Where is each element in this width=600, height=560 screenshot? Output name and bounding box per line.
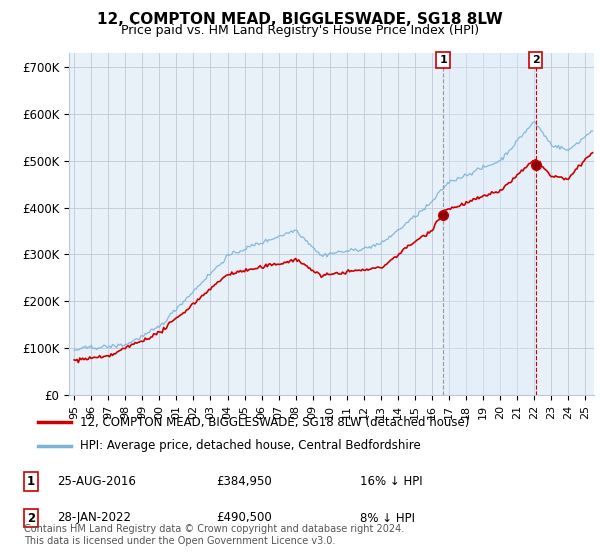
Text: HPI: Average price, detached house, Central Bedfordshire: HPI: Average price, detached house, Cent… xyxy=(80,440,421,452)
Text: 28-JAN-2022: 28-JAN-2022 xyxy=(57,511,131,525)
Bar xyxy=(443,53,536,395)
Text: 16% ↓ HPI: 16% ↓ HPI xyxy=(360,475,422,488)
Text: 1: 1 xyxy=(27,475,35,488)
Text: 2: 2 xyxy=(27,511,35,525)
Text: 12, COMPTON MEAD, BIGGLESWADE, SG18 8LW: 12, COMPTON MEAD, BIGGLESWADE, SG18 8LW xyxy=(97,12,503,27)
Text: 8% ↓ HPI: 8% ↓ HPI xyxy=(360,511,415,525)
Text: £490,500: £490,500 xyxy=(216,511,272,525)
Text: 2: 2 xyxy=(532,55,539,65)
Text: Contains HM Land Registry data © Crown copyright and database right 2024.
This d: Contains HM Land Registry data © Crown c… xyxy=(24,524,404,546)
Text: £384,950: £384,950 xyxy=(216,475,272,488)
Text: Price paid vs. HM Land Registry's House Price Index (HPI): Price paid vs. HM Land Registry's House … xyxy=(121,24,479,37)
Text: 1: 1 xyxy=(439,55,447,65)
Text: 12, COMPTON MEAD, BIGGLESWADE, SG18 8LW (detached house): 12, COMPTON MEAD, BIGGLESWADE, SG18 8LW … xyxy=(80,416,469,428)
Text: 25-AUG-2016: 25-AUG-2016 xyxy=(57,475,136,488)
